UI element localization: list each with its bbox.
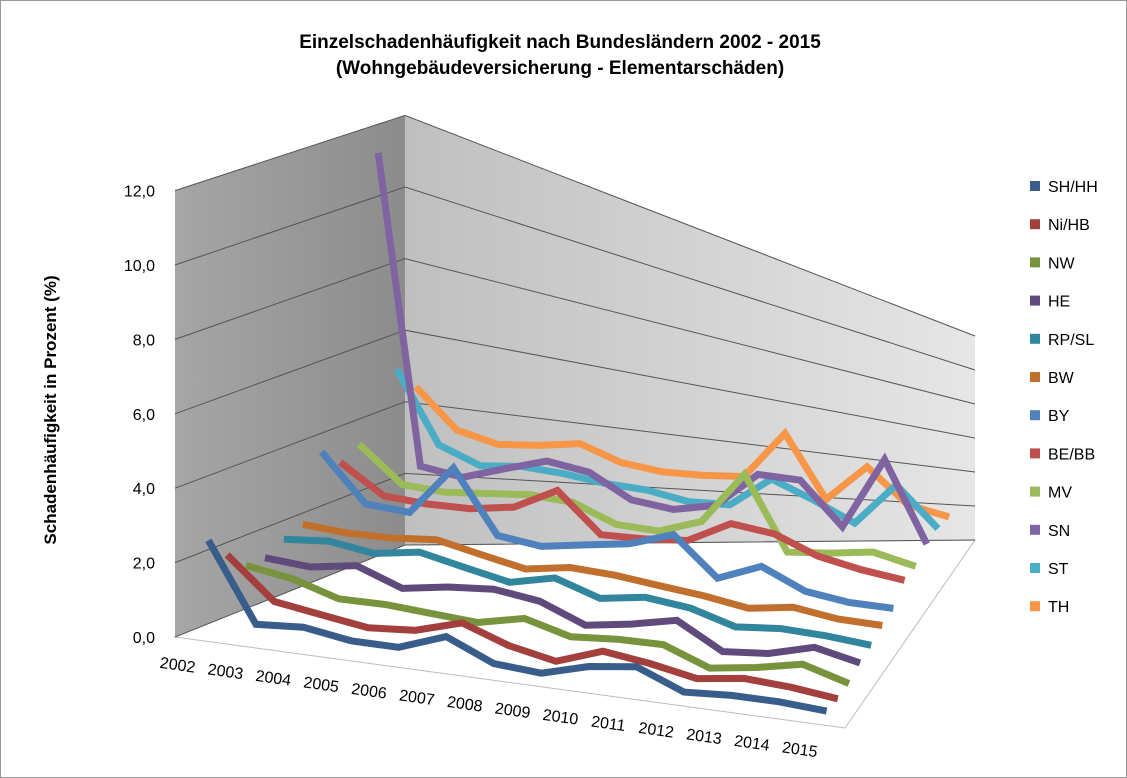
legend-label: TH bbox=[1048, 599, 1069, 616]
x-tick-label: 2014 bbox=[733, 733, 771, 755]
x-tick-label: 2003 bbox=[207, 661, 245, 683]
series-line bbox=[302, 520, 883, 629]
back-wall bbox=[405, 115, 975, 546]
series-line bbox=[413, 384, 951, 521]
x-tick-label: 2009 bbox=[494, 700, 532, 722]
legend-swatch bbox=[1030, 448, 1040, 459]
legend-label: BY bbox=[1048, 408, 1070, 425]
legend-swatch bbox=[1030, 486, 1040, 497]
grid-line bbox=[174, 114, 976, 337]
legend-label: BE/BB bbox=[1048, 446, 1095, 463]
x-tick-label: 2005 bbox=[302, 674, 340, 696]
x-tick-label: 2002 bbox=[159, 655, 197, 677]
legend-label: NW bbox=[1048, 255, 1076, 272]
x-tick-label: 2011 bbox=[590, 713, 627, 735]
legend-label: MV bbox=[1048, 485, 1072, 502]
legend-label: ST bbox=[1048, 561, 1069, 578]
grid-line bbox=[174, 472, 976, 564]
y-tick-label: 12,0 bbox=[124, 184, 155, 201]
y-tick-label: 2,0 bbox=[133, 556, 155, 573]
legend-label: Ni/HB bbox=[1048, 217, 1090, 234]
x-tick-label: 2012 bbox=[637, 720, 675, 742]
grid-line bbox=[174, 186, 976, 371]
y-tick-label: 6,0 bbox=[133, 407, 155, 424]
y-axis-title: Schadenhäufigkeit in Prozent (%) bbox=[41, 275, 60, 544]
x-tick-label: 2004 bbox=[254, 668, 292, 690]
x-tick-label: 2013 bbox=[685, 726, 723, 748]
series-line bbox=[338, 459, 906, 584]
y-tick-label: 4,0 bbox=[133, 481, 155, 498]
chart-title: Einzelschadenhäufigkeit nach Bundeslände… bbox=[299, 32, 821, 53]
x-tick-label: 2007 bbox=[398, 687, 436, 709]
legend-label: SN bbox=[1048, 523, 1070, 540]
legend-swatch bbox=[1030, 601, 1040, 612]
y-tick-label: 0,0 bbox=[133, 630, 155, 647]
series-line bbox=[356, 441, 917, 570]
legend-swatch bbox=[1030, 181, 1040, 191]
legend-swatch bbox=[1030, 219, 1040, 230]
y-tick-label: 10,0 bbox=[124, 258, 155, 275]
x-tick-label: 2008 bbox=[446, 694, 484, 716]
legend-swatch bbox=[1030, 257, 1040, 268]
x-tick-label: 2015 bbox=[781, 739, 819, 761]
series-line bbox=[224, 552, 839, 703]
x-tick-label: 2006 bbox=[350, 681, 388, 703]
legend-label: SH/HH bbox=[1048, 179, 1098, 196]
legend-swatch bbox=[1030, 372, 1040, 382]
grid-line bbox=[174, 401, 976, 489]
y-tick-label: 8,0 bbox=[133, 332, 155, 349]
series-line bbox=[245, 562, 851, 687]
legend-swatch bbox=[1030, 524, 1040, 535]
x-tick-label: 2010 bbox=[542, 707, 580, 729]
legend-label: BW bbox=[1048, 370, 1075, 387]
chart-subtitle: (Wohngebäudeversicherung - Elementarschä… bbox=[336, 58, 784, 79]
series-line bbox=[283, 535, 872, 649]
series-line bbox=[264, 554, 862, 667]
grid-line bbox=[174, 258, 976, 405]
legend-swatch bbox=[1030, 410, 1040, 421]
series-line bbox=[374, 152, 930, 546]
series-line bbox=[318, 449, 894, 612]
legend-label: RP/SL bbox=[1048, 332, 1094, 349]
legend-label: HE bbox=[1048, 294, 1070, 311]
legend-swatch bbox=[1030, 295, 1040, 306]
series-line bbox=[205, 538, 828, 715]
legend-swatch bbox=[1030, 333, 1040, 344]
legend-swatch bbox=[1030, 563, 1040, 573]
